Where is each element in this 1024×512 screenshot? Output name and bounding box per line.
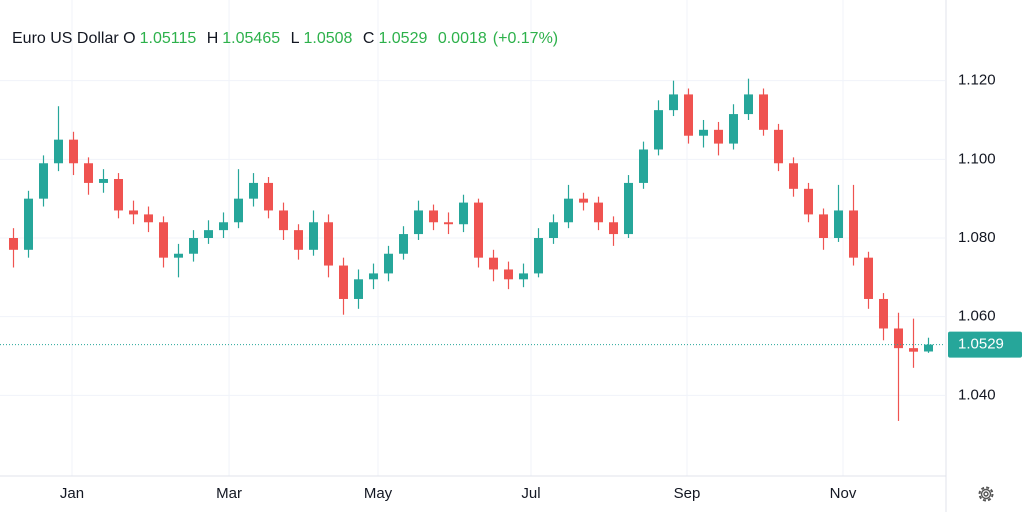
- candle-body: [279, 210, 288, 231]
- x-tick-label: Sep: [674, 485, 701, 502]
- x-tick-label: May: [364, 485, 393, 502]
- candle-body: [609, 222, 618, 235]
- candle-body: [714, 129, 723, 144]
- candle-body: [849, 210, 858, 258]
- candle-body: [669, 94, 678, 111]
- candle-body: [774, 129, 783, 164]
- candle-body: [144, 214, 153, 223]
- candle-body: [699, 129, 708, 136]
- legend: Euro US Dollar O 1.05115 H 1.05465 L 1.0508…: [12, 30, 564, 48]
- candle-body: [189, 238, 198, 254]
- high-value: 1.05465: [222, 30, 281, 47]
- candle-body: [159, 222, 168, 258]
- candle-body: [39, 163, 48, 199]
- candle-body: [549, 222, 558, 238]
- candle-body: [459, 202, 468, 225]
- candle-body: [564, 198, 573, 223]
- low-key: L: [290, 30, 300, 47]
- candle-body: [804, 188, 813, 215]
- candle-body: [384, 253, 393, 274]
- candle-body: [759, 94, 768, 130]
- candle-body: [864, 257, 873, 299]
- y-tick-label: 1.060: [958, 308, 996, 325]
- candle-body: [399, 234, 408, 254]
- candle-body: [594, 202, 603, 223]
- candle-body: [729, 114, 738, 144]
- candle-body: [654, 110, 663, 150]
- change-value: 0.0018: [437, 30, 487, 47]
- candle-body: [9, 238, 18, 250]
- candle-body: [474, 202, 483, 258]
- y-tick-label: 1.040: [958, 386, 996, 403]
- candle-body: [219, 222, 228, 231]
- candle-body: [879, 298, 888, 329]
- candle-body: [324, 222, 333, 266]
- candle-body: [174, 253, 183, 258]
- y-tick-label: 1.120: [958, 72, 996, 89]
- y-tick-label: 1.080: [958, 229, 996, 246]
- symbol-title: Euro US Dollar: [12, 30, 119, 47]
- x-tick-label: Nov: [830, 485, 857, 502]
- candle-body: [819, 214, 828, 238]
- candle-body: [369, 273, 378, 280]
- candle-body: [204, 230, 213, 238]
- candle-body: [234, 198, 243, 223]
- candle-body: [489, 257, 498, 270]
- y-tick-label: 1.100: [958, 150, 996, 167]
- candle-body: [504, 269, 513, 280]
- candle-body: [24, 198, 33, 250]
- candle-body: [534, 238, 543, 274]
- candle-body: [294, 230, 303, 250]
- candle-body: [834, 210, 843, 238]
- candle-body: [894, 328, 903, 349]
- candle-body: [414, 210, 423, 235]
- open-value: 1.05115: [139, 30, 197, 47]
- high-key: H: [206, 30, 219, 47]
- candle-body: [909, 348, 918, 352]
- close-key: C: [362, 30, 375, 47]
- change-percent: (+0.17%): [492, 30, 559, 47]
- candle-body: [129, 210, 138, 215]
- candle-body: [744, 94, 753, 115]
- candle-body: [99, 178, 108, 183]
- open-key: O: [123, 30, 136, 47]
- candle-body: [639, 149, 648, 183]
- candle-body: [114, 178, 123, 211]
- candle-body: [354, 279, 363, 299]
- candle-body: [924, 344, 933, 352]
- candle-body: [579, 198, 588, 203]
- candle-body: [54, 139, 63, 164]
- x-tick-label: Jan: [60, 485, 84, 502]
- close-value: 1.0529: [378, 30, 428, 47]
- low-value: 1.0508: [303, 30, 353, 47]
- candle-body: [519, 273, 528, 280]
- candle-body: [339, 265, 348, 299]
- candle-body: [684, 94, 693, 136]
- x-tick-label: Mar: [216, 485, 242, 502]
- candle-body: [264, 182, 273, 211]
- candle-body: [84, 163, 93, 183]
- candle-body: [309, 222, 318, 250]
- candle-body: [429, 210, 438, 223]
- settings-icon[interactable]: [978, 486, 994, 502]
- last-price-label: 1.0529: [958, 336, 1004, 353]
- candle-body: [69, 139, 78, 164]
- last-price-box: [948, 331, 1022, 358]
- candle-body: [444, 222, 453, 225]
- candle-body: [624, 182, 633, 235]
- candle-body: [789, 163, 798, 189]
- candle-body: [249, 182, 258, 199]
- x-tick-label: Jul: [521, 485, 540, 502]
- price-axis: [946, 0, 1024, 512]
